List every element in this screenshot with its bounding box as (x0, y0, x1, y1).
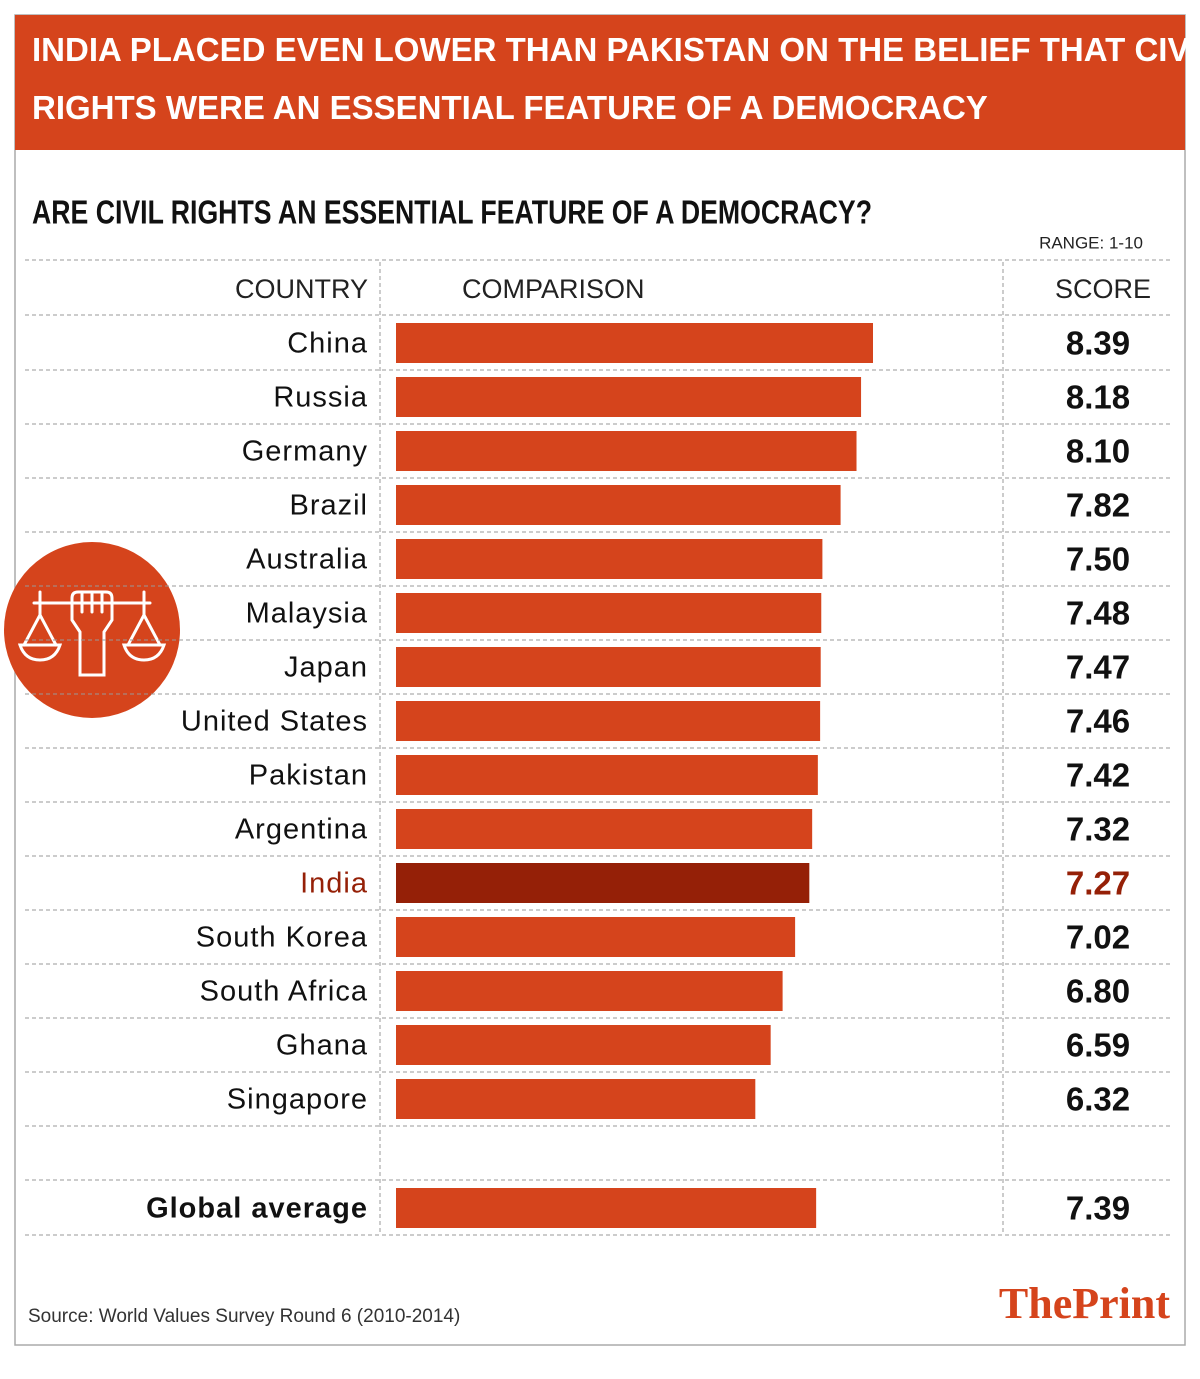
bar (396, 647, 821, 687)
value-label: 7.27 (1066, 865, 1130, 902)
value-label: 7.02 (1066, 919, 1130, 956)
bar (396, 323, 873, 363)
category-label: Brazil (289, 490, 368, 522)
category-label: Japan (284, 652, 368, 684)
column-header: SCORE (1055, 274, 1151, 304)
average-label: Global average (146, 1193, 368, 1225)
value-label: 7.50 (1066, 541, 1130, 578)
category-label: Argentina (235, 814, 368, 846)
category-label: Malaysia (246, 598, 368, 630)
bar (396, 917, 796, 957)
category-label: South Africa (200, 976, 368, 1008)
header-band (15, 15, 1185, 150)
value-label: 7.46 (1066, 703, 1130, 740)
value-label: 8.39 (1066, 325, 1130, 362)
average-value-label: 7.39 (1066, 1190, 1130, 1227)
column-header: COUNTRY (235, 274, 368, 304)
category-label: Russia (273, 382, 368, 414)
category-label: Australia (246, 544, 368, 576)
bar (396, 377, 862, 417)
value-label: 7.47 (1066, 649, 1130, 686)
value-label: 6.59 (1066, 1027, 1130, 1064)
value-label: 8.18 (1066, 379, 1130, 416)
bar (396, 863, 810, 903)
chart-title: INDIA PLACED EVEN LOWER THAN PAKISTAN ON… (32, 31, 1200, 126)
bar (396, 701, 821, 741)
column-header: COMPARISON (462, 274, 645, 304)
bar (396, 593, 822, 633)
range-note: RANGE: 1-10 (1039, 233, 1143, 252)
bar (396, 1025, 771, 1065)
value-label: 7.32 (1066, 811, 1130, 848)
bar (396, 485, 841, 525)
value-label: 7.42 (1066, 757, 1130, 794)
category-label: Singapore (227, 1084, 368, 1116)
bar (396, 431, 857, 471)
value-label: 7.82 (1066, 487, 1130, 524)
category-label: Germany (242, 436, 368, 468)
value-label: 7.48 (1066, 595, 1130, 632)
value-label: 6.80 (1066, 973, 1130, 1010)
bar (396, 755, 818, 795)
category-label: China (287, 328, 368, 360)
brand-part: The (999, 1279, 1072, 1328)
bar (396, 971, 783, 1011)
brand-part: Print (1072, 1279, 1170, 1328)
category-label: South Korea (196, 922, 368, 954)
bar (396, 809, 813, 849)
bar (396, 539, 823, 579)
category-label: Ghana (276, 1030, 368, 1062)
bar (396, 1079, 756, 1119)
value-label: 8.10 (1066, 433, 1130, 470)
source-note: Source: World Values Survey Round 6 (201… (28, 1306, 460, 1327)
value-label: 6.32 (1066, 1081, 1130, 1118)
category-label: United States (181, 706, 368, 738)
bar (396, 1188, 817, 1228)
chart-subtitle: ARE CIVIL RIGHTS AN ESSENTIAL FEATURE OF… (32, 194, 872, 231)
brand-logo: ThePrint (999, 1279, 1170, 1328)
category-label: Pakistan (249, 760, 368, 792)
icon (4, 542, 180, 718)
category-label: India (300, 868, 368, 900)
